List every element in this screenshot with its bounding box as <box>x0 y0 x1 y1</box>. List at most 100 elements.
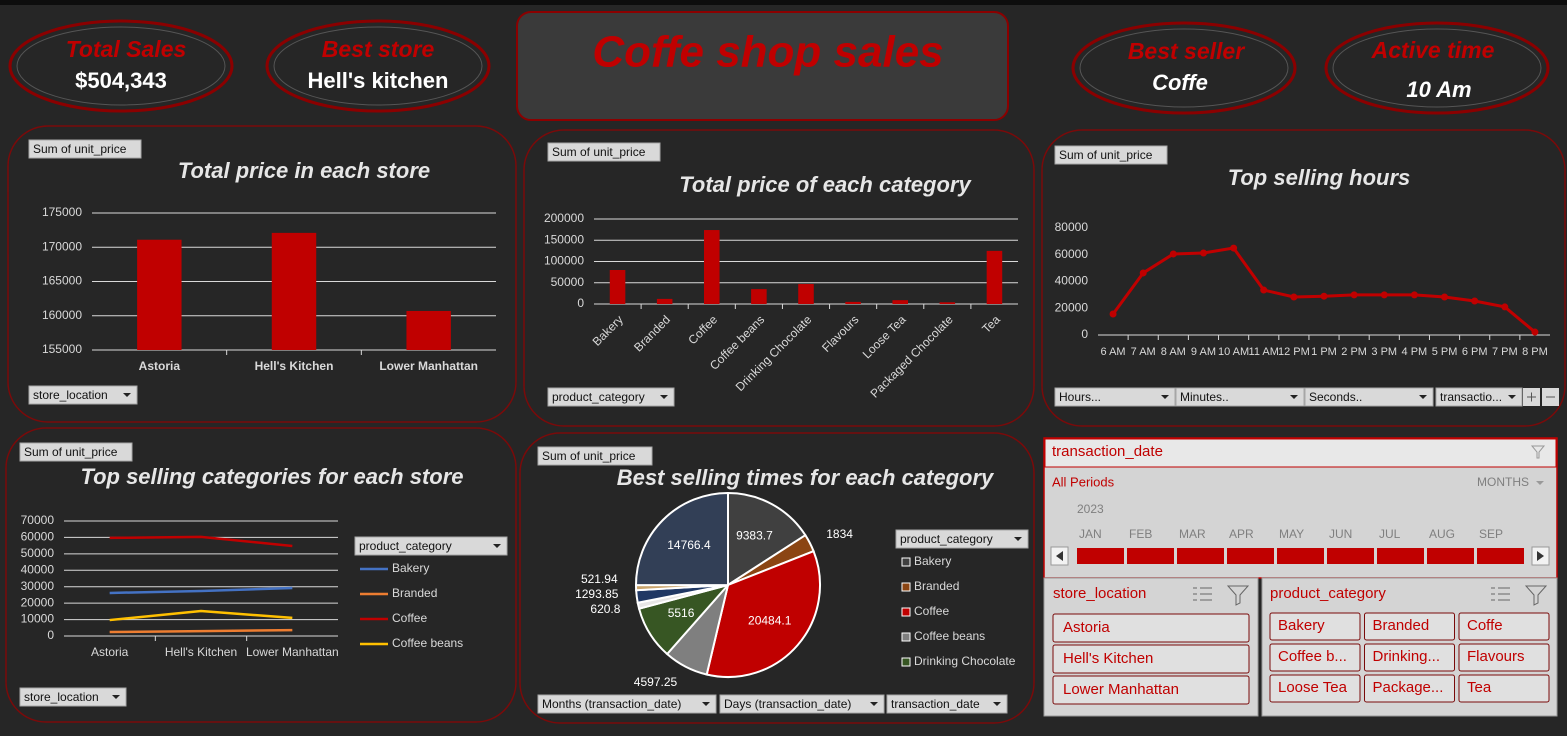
slicer-item[interactable] <box>1269 612 1361 641</box>
slicer-item-label: Coffee b... <box>1278 648 1347 665</box>
timeline-month: SEP <box>1479 527 1503 541</box>
marker <box>1290 293 1298 301</box>
field-button[interactable] <box>1054 387 1176 407</box>
field-button-label: store_location <box>33 388 108 402</box>
field-button[interactable] <box>886 694 1008 714</box>
slicer-item-label: Loose Tea <box>1278 679 1348 696</box>
slicer-icons[interactable] <box>1193 585 1548 606</box>
slicer-item[interactable] <box>1364 674 1455 703</box>
timeline-month: AUG <box>1429 527 1455 541</box>
legend-label: Branded <box>914 579 959 593</box>
x-tick-label: Lower Manhattan <box>379 359 478 373</box>
clear-filter-icon[interactable] <box>1530 445 1546 459</box>
data-label: 20484.1 <box>748 613 792 627</box>
field-button[interactable] <box>895 529 1029 549</box>
marker <box>1199 249 1207 257</box>
field-button[interactable] <box>1054 145 1168 165</box>
timeline-bar[interactable] <box>1477 548 1524 564</box>
field-button[interactable] <box>547 142 661 162</box>
kpi-label: Best seller <box>1128 38 1245 64</box>
slicer-item[interactable] <box>1458 674 1550 703</box>
timeline-bar[interactable] <box>1077 548 1124 564</box>
y-tick-label: 60000 <box>1055 247 1089 261</box>
slicer-item[interactable] <box>1458 612 1550 641</box>
marker <box>1350 291 1358 299</box>
field-button[interactable] <box>28 139 142 159</box>
marker <box>1441 293 1449 301</box>
x-tick-label: 7 PM <box>1492 346 1518 358</box>
line <box>109 535 293 548</box>
slicer-item[interactable] <box>1269 674 1361 703</box>
slicer-item[interactable] <box>1458 643 1550 672</box>
y-tick-label: 165000 <box>42 274 82 288</box>
timeline-bar[interactable] <box>1177 548 1224 564</box>
field-button[interactable] <box>1175 387 1305 407</box>
dropdown-arrow <box>870 702 878 706</box>
x-tick-label: 11 AM <box>1249 346 1279 358</box>
slicer-item-label: Hell's Kitchen <box>1063 650 1153 667</box>
marker <box>1471 297 1479 305</box>
field-button[interactable] <box>1304 387 1434 407</box>
timeline-bar[interactable] <box>1377 548 1424 564</box>
field-button[interactable] <box>19 687 127 707</box>
field-button[interactable] <box>537 446 653 466</box>
timeline-bar[interactable] <box>1127 548 1174 564</box>
field-button-label: transactio... <box>1440 390 1502 404</box>
x-tick-label: Lower Manhattan <box>246 645 339 659</box>
x-tick-label: 1 PM <box>1311 346 1337 358</box>
slicer-item[interactable] <box>1269 643 1361 672</box>
x-tick-label: Astoria <box>91 645 129 659</box>
bar <box>845 301 861 304</box>
bar <box>986 250 1003 304</box>
title-box <box>516 11 1009 121</box>
kpi-value: Coffe <box>1152 70 1208 95</box>
slicer-item-label: Package... <box>1373 679 1444 696</box>
y-tick-label: 100000 <box>544 254 584 268</box>
bar <box>892 300 908 304</box>
dropdown-arrow <box>1014 537 1022 541</box>
timeline-header <box>1044 438 1557 468</box>
bar <box>137 239 182 350</box>
field-button[interactable] <box>547 387 675 407</box>
x-tick-label: 6 PM <box>1462 346 1488 358</box>
timeline-bar[interactable] <box>1277 548 1324 564</box>
legend-label: Coffee beans <box>392 636 463 650</box>
timeline-bar[interactable] <box>1427 548 1474 564</box>
field-button[interactable] <box>1435 387 1523 407</box>
legend-label: Coffee beans <box>914 629 985 643</box>
slicer-item[interactable] <box>1052 675 1250 705</box>
top-strip <box>0 0 1567 5</box>
dropdown-arrow <box>493 544 501 548</box>
x-tick-label: 9 AM <box>1191 346 1216 358</box>
dashboard-title: Coffe shop sales <box>592 28 943 77</box>
field-button[interactable] <box>354 536 508 556</box>
panels <box>5 125 1566 724</box>
field-button[interactable] <box>719 694 885 714</box>
timeline-month: FEB <box>1129 527 1152 541</box>
slicer-item-label: Flavours <box>1467 648 1525 665</box>
field-button[interactable] <box>19 442 133 462</box>
dropdown-arrow <box>1161 395 1169 399</box>
timeline-level[interactable]: MONTHS <box>1477 475 1529 489</box>
dropdown-arrow <box>112 695 120 699</box>
marker <box>1260 286 1268 294</box>
y-tick-label: 40000 <box>1055 274 1089 288</box>
slicer-item[interactable] <box>1052 644 1250 674</box>
timeline-bar[interactable] <box>1227 548 1274 564</box>
x-tick-label: 2 PM <box>1341 346 1367 358</box>
slicer-item[interactable] <box>1052 613 1250 643</box>
y-tick-label: 70000 <box>21 513 55 527</box>
timeline-bar[interactable] <box>1327 548 1374 564</box>
field-button-label: Sum of unit_price <box>33 142 127 156</box>
slicer-item[interactable] <box>1364 643 1455 672</box>
field-button[interactable] <box>537 694 717 714</box>
field-button-label: Sum of unit_price <box>552 145 646 159</box>
legend-label: Bakery <box>392 561 429 575</box>
expand-buttons[interactable] <box>1523 388 1559 406</box>
kpi-label: Best store <box>322 36 435 62</box>
slicer-item[interactable] <box>1364 612 1455 641</box>
field-button[interactable] <box>28 385 138 405</box>
legend-label: Drinking Chocolate <box>914 654 1016 668</box>
x-tick-label: 6 AM <box>1101 346 1126 358</box>
